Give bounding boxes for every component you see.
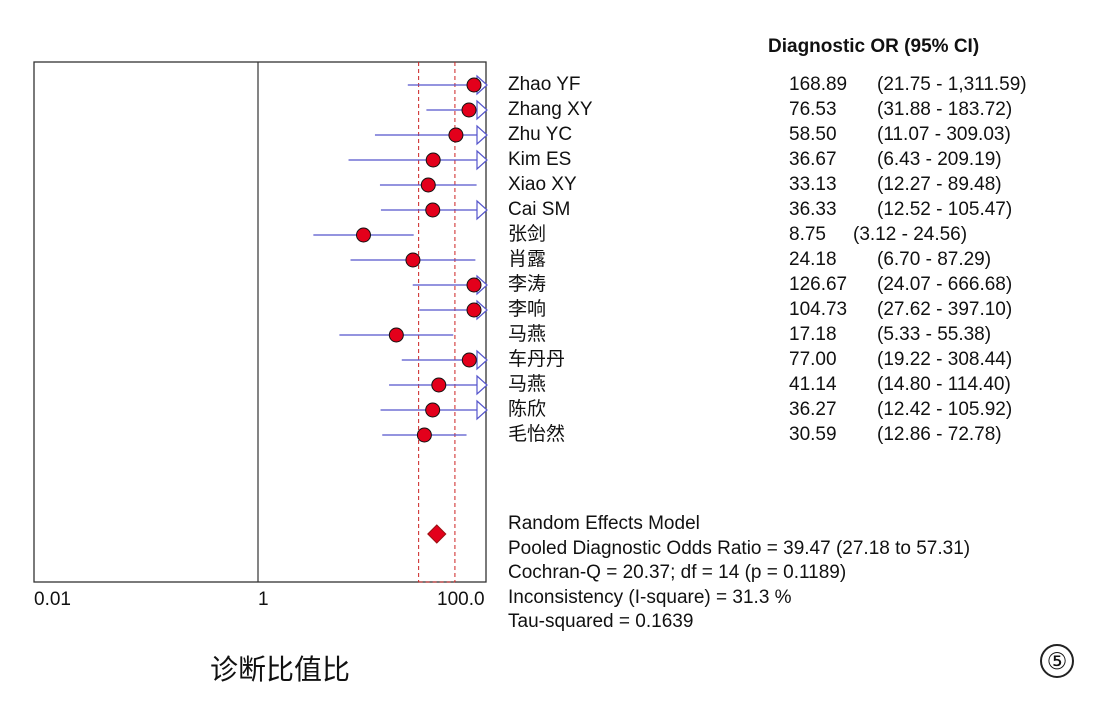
study-ci-value: (21.75 - 1,311.59) <box>877 74 1027 95</box>
point-estimate-marker <box>416 427 432 443</box>
summary-inconsistency: Inconsistency (I-square) = 31.3 % <box>508 586 792 608</box>
study-name: Cai SM <box>508 199 571 220</box>
study-ci-value: (19.22 - 308.44) <box>877 349 1013 370</box>
study-ci-value: (11.07 - 309.03) <box>877 124 1011 145</box>
study-name: Zhu YC <box>508 124 573 145</box>
ci-arrow-icon <box>476 99 488 121</box>
study-or-value: 126.67 <box>789 274 848 295</box>
point-estimate-marker <box>356 227 372 243</box>
point-estimate-marker <box>405 252 421 268</box>
study-or-value: 76.53 <box>789 99 837 120</box>
summary-pooled-or: Pooled Diagnostic Odds Ratio = 39.47 (27… <box>508 537 971 559</box>
study-name: Zhao YF <box>508 74 581 95</box>
study-name: 陈欣 <box>508 399 547 420</box>
study-ci-value: (14.80 - 114.40) <box>877 374 1011 395</box>
study-or-value: 77.00 <box>789 349 837 370</box>
study-or-value: 30.59 <box>789 424 837 445</box>
x-tick-label-100: 100.0 <box>437 589 485 610</box>
point-estimate-marker <box>466 77 482 93</box>
ci-arrow-icon <box>476 374 488 396</box>
ci-arrow-icon <box>476 399 488 421</box>
study-ci-value: (6.43 - 209.19) <box>877 149 1002 170</box>
study-or-value: 33.13 <box>789 174 837 195</box>
study-ci-value: (12.86 - 72.78) <box>877 424 1002 445</box>
x-tick-label-1: 1 <box>258 589 269 610</box>
study-or-value: 36.67 <box>789 149 837 170</box>
study-name: 马燕 <box>508 374 547 395</box>
figure-caption: 诊断比值比 <box>210 653 351 686</box>
study-or-value: 41.14 <box>789 374 837 395</box>
point-estimate-marker <box>431 377 447 393</box>
study-or-value: 17.18 <box>789 324 837 345</box>
study-name: Kim ES <box>508 149 572 170</box>
study-or-value: 168.89 <box>789 74 848 95</box>
x-tick-label-0.01: 0.01 <box>34 589 71 610</box>
study-ci-value: (3.12 - 24.56) <box>853 224 968 245</box>
study-name: 车丹丹 <box>508 349 566 370</box>
study-ci-value: (12.52 - 105.47) <box>877 199 1013 220</box>
study-name: 张剑 <box>508 224 547 245</box>
ci-arrow-icon <box>476 349 488 371</box>
plot-frame <box>33 61 487 583</box>
study-ci-value: (24.07 - 666.68) <box>877 274 1013 295</box>
study-name: 马燕 <box>508 324 547 345</box>
figure-number: ⑤ <box>1040 644 1074 678</box>
point-estimate-marker <box>425 402 441 418</box>
ci-arrow-icon <box>476 124 488 146</box>
pooled-estimate-diamond <box>427 524 447 544</box>
study-ci-value: (6.70 - 87.29) <box>877 249 992 270</box>
point-estimate-marker <box>461 102 477 118</box>
study-ci-value: (5.33 - 55.38) <box>877 324 992 345</box>
study-name: Xiao XY <box>508 174 577 195</box>
study-ci-value: (27.62 - 397.10) <box>877 299 1013 320</box>
study-name: 李响 <box>508 299 547 320</box>
study-ci-value: (12.27 - 89.48) <box>877 174 1002 195</box>
study-ci-value: (31.88 - 183.72) <box>877 99 1013 120</box>
point-estimate-marker <box>466 277 482 293</box>
ci-arrow-icon <box>476 199 488 221</box>
summary-tau-squared: Tau-squared = 0.1639 <box>508 611 694 632</box>
point-estimate-marker <box>420 177 436 193</box>
ci-arrow-icon <box>476 149 488 171</box>
point-estimate-marker <box>425 202 441 218</box>
summary-cochran-q: Cochran-Q = 20.37; df = 14 (p = 0.1189) <box>508 562 847 583</box>
point-estimate-marker <box>425 152 441 168</box>
point-estimate-marker <box>461 352 477 368</box>
point-estimate-marker <box>388 327 404 343</box>
point-estimate-marker <box>466 302 482 318</box>
study-or-value: 58.50 <box>789 124 837 145</box>
study-name: 李涛 <box>508 274 547 295</box>
study-name: 肖露 <box>508 249 547 270</box>
study-name: Zhang XY <box>508 99 593 120</box>
study-ci-value: (12.42 - 105.92) <box>877 399 1013 420</box>
point-estimate-marker <box>448 127 464 143</box>
summary-statistics: Random Effects Model Pooled Diagnostic O… <box>508 512 970 635</box>
study-or-value: 36.33 <box>789 199 837 220</box>
study-or-value: 24.18 <box>789 249 837 270</box>
column-header: Diagnostic OR (95% CI) <box>768 36 980 57</box>
summary-model: Random Effects Model <box>508 513 700 534</box>
study-or-value: 8.75 <box>789 224 826 245</box>
study-or-value: 104.73 <box>789 299 848 320</box>
study-name: 毛怡然 <box>508 424 566 445</box>
study-or-value: 36.27 <box>789 399 837 420</box>
